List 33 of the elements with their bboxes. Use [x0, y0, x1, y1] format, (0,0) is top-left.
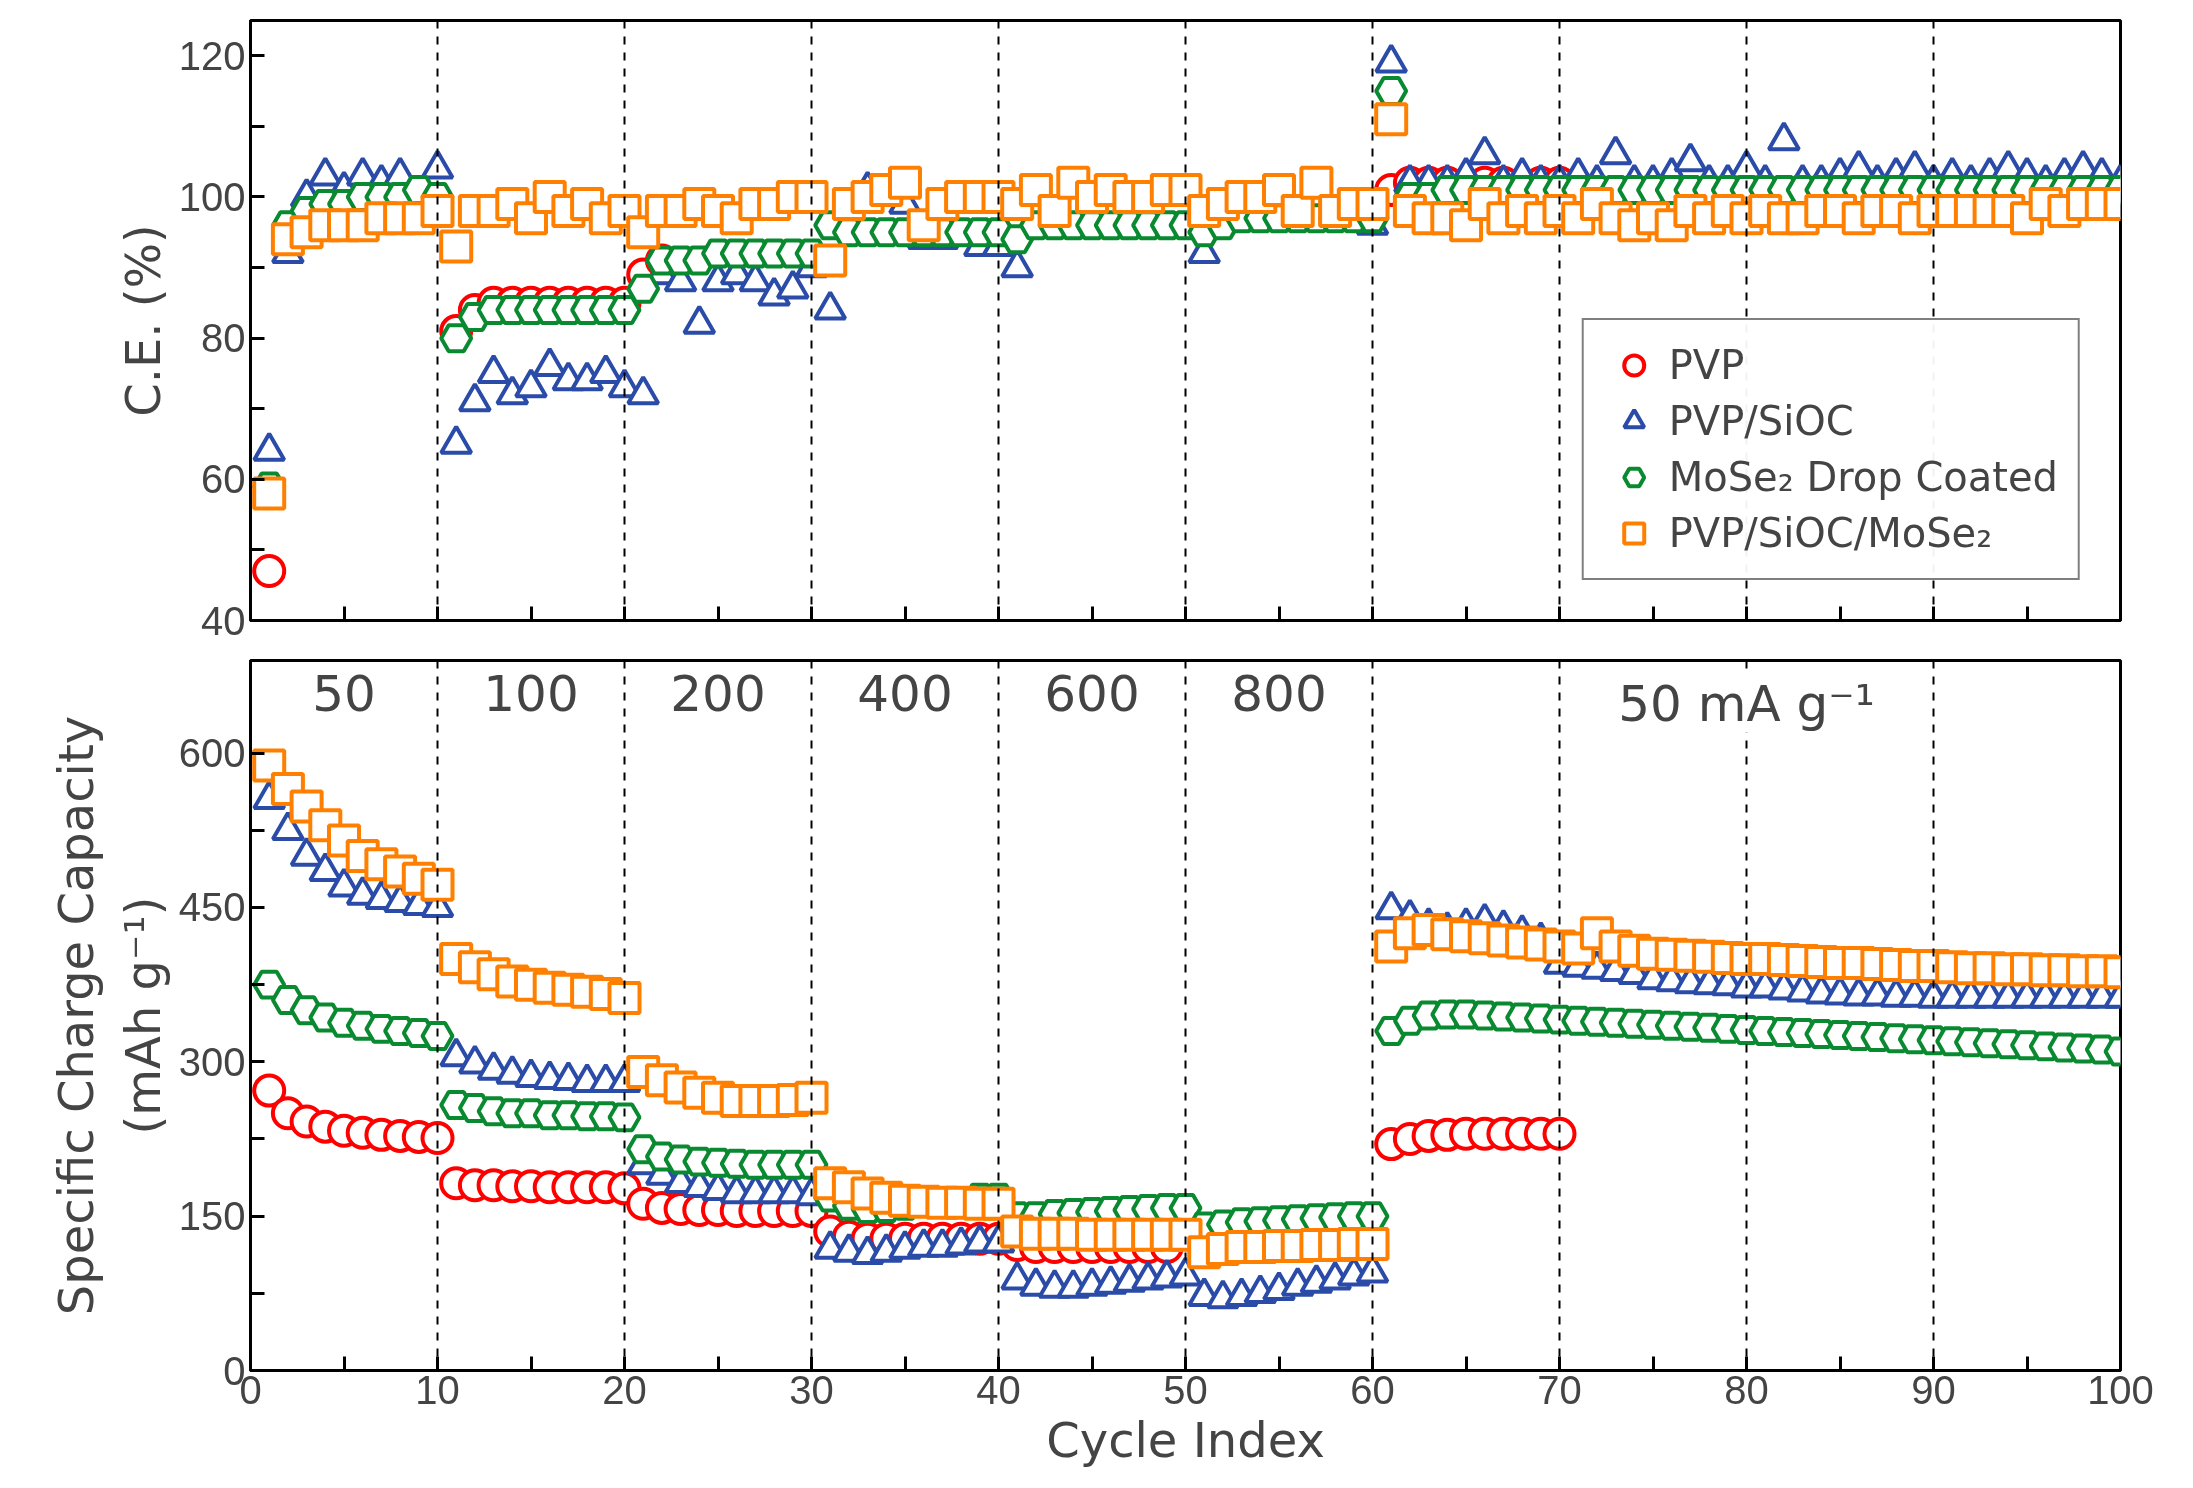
- x-tick-label: 70: [1537, 1367, 1582, 1412]
- y-tick-label: 80: [201, 316, 246, 361]
- x-tick-label: 30: [789, 1367, 834, 1412]
- annotation: 600: [1044, 664, 1140, 723]
- x-axis-title: Cycle Index: [1046, 1411, 1325, 1468]
- y-tick-label: 40: [201, 598, 246, 643]
- y-tick-label: 60: [201, 457, 246, 502]
- y-axis-title: C.E. (%): [114, 224, 171, 417]
- x-tick-label: 50: [1163, 1367, 1208, 1412]
- legend-label: PVP/SiOC/MoSe₂: [1668, 510, 1993, 556]
- annotation: 50: [312, 664, 376, 723]
- y-tick-label: 300: [178, 1039, 246, 1084]
- annotation: 200: [670, 664, 766, 723]
- annotation: 800: [1231, 664, 1327, 723]
- x-tick-label: 60: [1350, 1367, 1395, 1412]
- y-tick-label: 120: [178, 33, 246, 78]
- y-tick-label: 600: [178, 731, 246, 776]
- x-tick-label: 80: [1724, 1367, 1769, 1412]
- annotation: 400: [857, 664, 953, 723]
- x-tick-label: 90: [1911, 1367, 1956, 1412]
- x-tick-label: 40: [976, 1367, 1021, 1412]
- x-tick-label: 10: [415, 1367, 460, 1412]
- y-tick-label: 450: [178, 885, 246, 930]
- annotation: 50 mA g⁻¹: [1618, 674, 1875, 733]
- legend-label: PVP: [1668, 342, 1745, 388]
- y-tick-label: 100: [178, 174, 246, 219]
- legend-label: MoSe₂ Drop Coated: [1668, 454, 2058, 500]
- y-tick-label: 150: [178, 1194, 246, 1239]
- y-axis-title: Specific Charge Capacity (mAh g⁻¹): [47, 715, 171, 1316]
- x-tick-label: 100: [2087, 1367, 2154, 1412]
- legend-label: PVP/SiOC: [1668, 398, 1854, 444]
- annotation: 100: [483, 664, 579, 723]
- x-tick-label: 20: [602, 1367, 647, 1412]
